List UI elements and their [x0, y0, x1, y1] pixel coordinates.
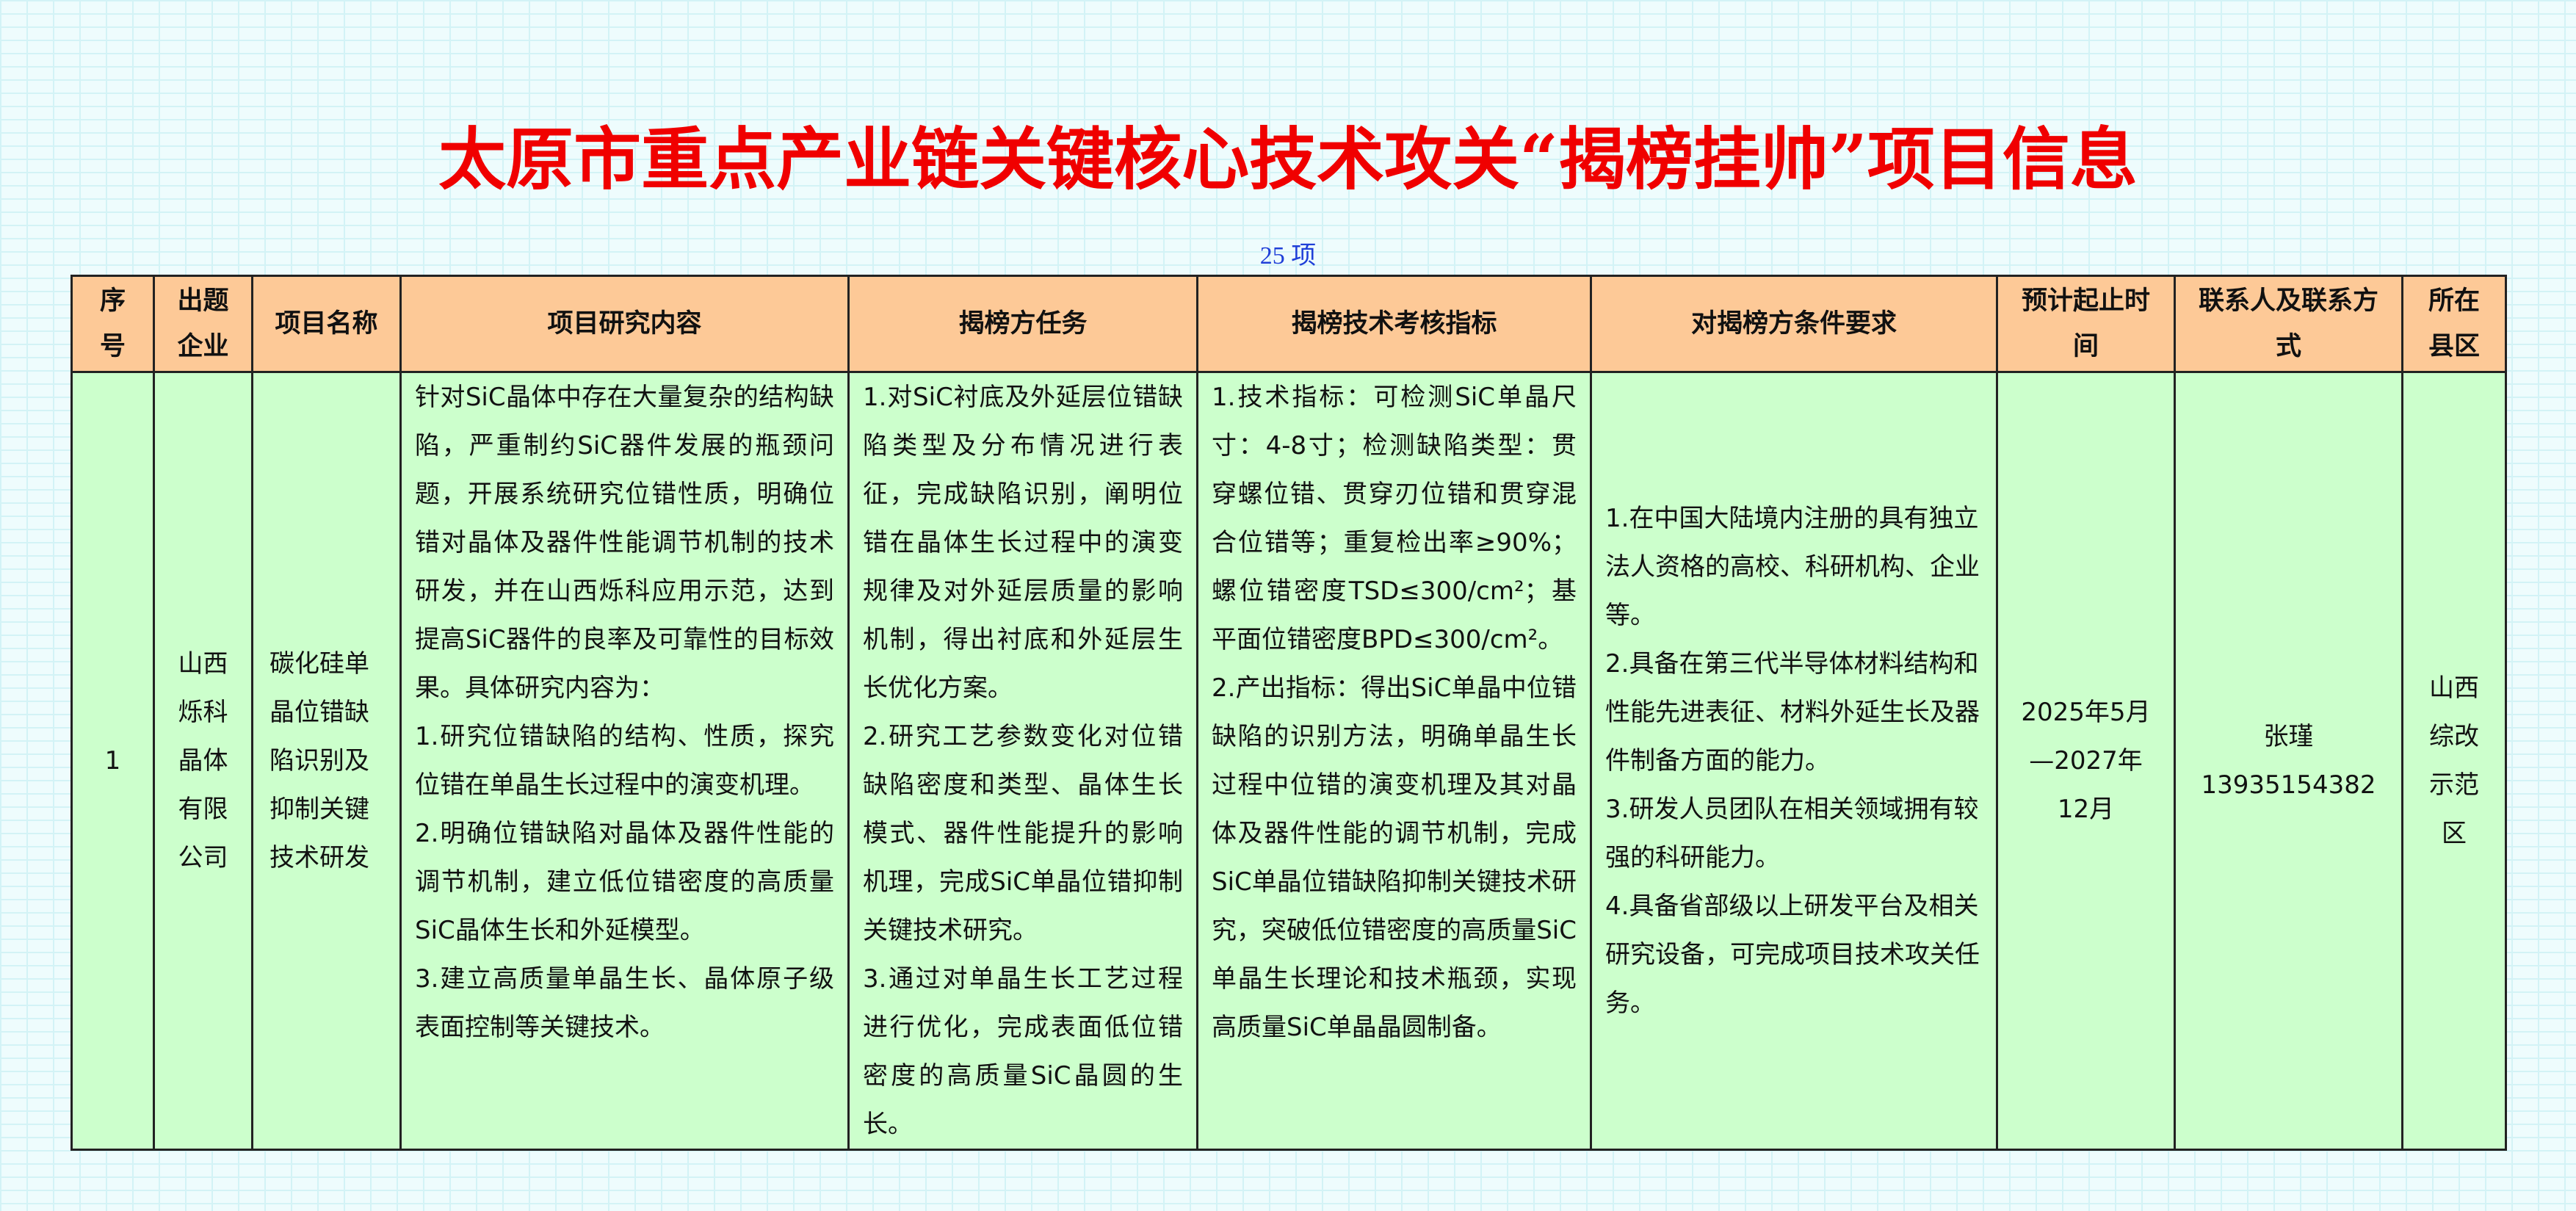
header-district: 所在县区 — [2401, 275, 2507, 373]
contact-phone: 13935154382 — [2201, 770, 2376, 800]
page-title: 太原市重点产业链关键核心技术攻关“揭榜挂帅”项目信息 — [438, 120, 2138, 199]
requirement-para: 4.具备省部级以上研发平台及相关研究设备，可完成项目技术攻关任务。 — [1605, 892, 1980, 1018]
header-content: 项目研究内容 — [399, 275, 850, 373]
content-para: 1.研究位错缺陷的结构、性质，探究位错在单晶生长过程中的演变机理。 — [415, 722, 834, 800]
header-indicators: 揭榜技术考核指标 — [1196, 275, 1592, 373]
table-row: 1 山西烁科晶体有限公司 碳化硅单晶位错缺陷识别及抑制关键技术研发 针对SiC晶… — [70, 371, 2507, 1151]
header-contact: 联系人及联系方式 — [2174, 275, 2403, 373]
task-para: 2.研究工艺参数变化对位错缺陷密度和类型、晶体生长模式、器件性能提升的影响机理，… — [863, 722, 1183, 945]
task-para: 1.对SiC衬底及外延层位错缺陷类型及分布情况进行表征，完成缺陷识别，阐明位错在… — [863, 383, 1183, 703]
header-company: 出题企业 — [153, 275, 253, 373]
cell-requirements: 1.在中国大陆境内注册的具有独立法人资格的高校、科研机构、企业等。 2.具备在第… — [1590, 371, 1998, 1151]
header-no: 序号 — [70, 275, 155, 373]
requirement-para: 2.具备在第三代半导体材料结构和性能先进表征、材料外延生长及器件制备方面的能力。 — [1605, 649, 1980, 776]
header-period: 预计起止时间 — [1996, 275, 2176, 373]
cell-indicators: 1.技术指标：可检测SiC单晶尺寸：4-8寸；检测缺陷类型：贯穿螺位错、贯穿刃位… — [1196, 371, 1592, 1151]
cell-project: 碳化硅单晶位错缺陷识别及抑制关键技术研发 — [251, 371, 402, 1151]
indicator-para: 2.产出指标：得出SiC单晶中位错缺陷的识别方法，明确单晶生长过程中位错的演变机… — [1212, 673, 1577, 1042]
task-para: 3.通过对单晶生长工艺过程进行优化，完成表面低位错密度的高质量SiC晶圆的生长。 — [863, 964, 1183, 1139]
cell-district: 山西综改示范区 — [2401, 371, 2507, 1151]
requirement-para: 3.研发人员团队在相关领域拥有较强的科研能力。 — [1605, 795, 1979, 872]
cell-period: 2025年5月—2027年12月 — [1996, 371, 2176, 1151]
project-table: 序号 出题企业 项目名称 项目研究内容 揭榜方任务 揭榜技术考核指标 对揭榜方条… — [70, 275, 2507, 1151]
header-row: 序号 出题企业 项目名称 项目研究内容 揭榜方任务 揭榜技术考核指标 对揭榜方条… — [70, 275, 2507, 373]
cell-contact: 张瑾 13935154382 — [2174, 371, 2403, 1151]
header-requirements: 对揭榜方条件要求 — [1590, 275, 1998, 373]
project-count: 25 项 — [1259, 242, 1317, 270]
cell-tasks: 1.对SiC衬底及外延层位错缺陷类型及分布情况进行表征，完成缺陷识别，阐明位错在… — [847, 371, 1198, 1151]
content-para: 针对SiC晶体中存在大量复杂的结构缺陷，严重制约SiC器件发展的瓶颈问题，开展系… — [415, 383, 834, 703]
cell-content: 针对SiC晶体中存在大量复杂的结构缺陷，严重制约SiC器件发展的瓶颈问题，开展系… — [399, 371, 850, 1151]
cell-no: 1 — [70, 371, 155, 1151]
header-project: 项目名称 — [251, 275, 402, 373]
cell-company: 山西烁科晶体有限公司 — [153, 371, 253, 1151]
content-para: 3.建立高质量单晶生长、晶体原子级表面控制等关键技术。 — [415, 964, 834, 1042]
indicator-para: 1.技术指标：可检测SiC单晶尺寸：4-8寸；检测缺陷类型：贯穿螺位错、贯穿刃位… — [1212, 383, 1577, 654]
content-para: 2.明确位错缺陷对晶体及器件性能的调节机制，建立低位错密度的高质量SiC晶体生长… — [415, 819, 834, 945]
requirement-para: 1.在中国大陆境内注册的具有独立法人资格的高校、科研机构、企业等。 — [1605, 504, 1980, 630]
contact-name: 张瑾 — [2263, 722, 2314, 751]
header-tasks: 揭榜方任务 — [847, 275, 1198, 373]
